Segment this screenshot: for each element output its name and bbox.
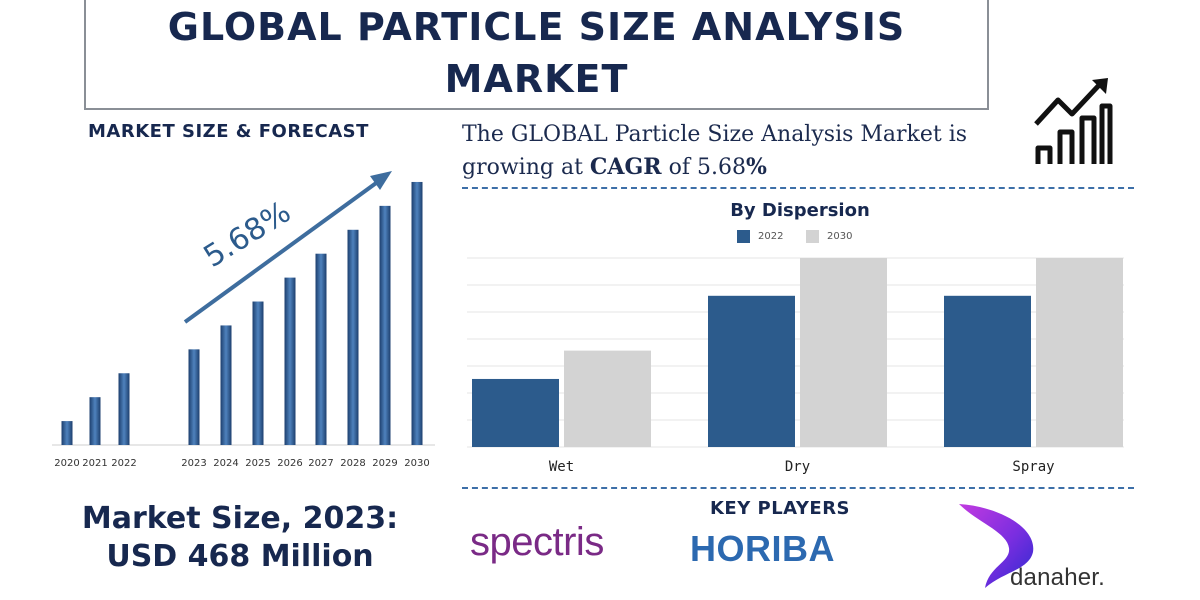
spectris-logo: spectris <box>470 520 604 564</box>
title-box: GLOBAL PARTICLE SIZE ANALYSIS MARKET <box>84 0 989 110</box>
forecast-bar-2021 <box>89 397 101 445</box>
divider-bottom <box>462 487 1134 489</box>
dispersion-tick-spray: Spray <box>1012 459 1054 475</box>
forecast-tick-2026: 2026 <box>277 458 302 469</box>
dispersion-bar-wet-2022 <box>472 378 559 447</box>
danaher-logo-mark <box>959 504 1034 588</box>
forecast-tick-2029: 2029 <box>372 458 397 469</box>
forecast-bar-2025 <box>252 301 264 445</box>
growth-arrow-head <box>370 171 392 190</box>
growth-arrow <box>183 176 385 324</box>
growth-text-pct: % <box>745 154 767 180</box>
dispersion-tick-dry: Dry <box>785 459 810 475</box>
dispersion-chart-title: By Dispersion <box>730 200 870 221</box>
dispersion-bar-spray-2030 <box>1036 258 1123 447</box>
cagr-annotation: 5.68% <box>198 195 297 275</box>
key-players-heading: KEY PLAYERS <box>709 498 851 519</box>
dispersion-bar-dry-2030 <box>800 258 887 447</box>
forecast-tick-2030: 2030 <box>404 458 429 469</box>
legend-2030: 2030 <box>806 230 852 243</box>
legend-swatch-2022 <box>737 230 750 243</box>
growth-statement: The GLOBAL Particle Size Analysis Market… <box>462 119 1022 184</box>
growth-chart-icon <box>1034 78 1113 164</box>
danaher-logo: danaher. <box>1010 564 1106 591</box>
forecast-bar-2029 <box>379 205 391 445</box>
divider-top <box>462 187 1134 189</box>
forecast-tick-2022: 2022 <box>111 458 136 469</box>
forecast-bar-2027 <box>315 253 327 445</box>
forecast-tick-2023: 2023 <box>181 458 206 469</box>
growth-text-of: of 5.68 <box>661 155 746 180</box>
forecast-tick-2024: 2024 <box>213 458 238 469</box>
legend-swatch-2030 <box>806 230 819 243</box>
dispersion-bar-spray-2022 <box>944 295 1031 447</box>
growth-text-prefix: The GLOBAL Particle Size Analysis Market… <box>462 122 968 180</box>
legend-label-2030: 2030 <box>827 231 853 242</box>
forecast-bar-2030 <box>411 181 423 445</box>
dispersion-bar-dry-2022 <box>708 295 795 447</box>
growth-text-cagr: CAGR <box>589 154 662 180</box>
forecast-tick-2027: 2027 <box>308 458 333 469</box>
legend-2022: 2022 <box>737 230 783 243</box>
forecast-tick-2028: 2028 <box>340 458 365 469</box>
page-title: GLOBAL PARTICLE SIZE ANALYSIS MARKET <box>167 5 906 101</box>
market-size-callout: Market Size, 2023: USD 468 Million <box>40 500 440 576</box>
market-size-forecast-heading: MARKET SIZE & FORECAST <box>88 121 369 142</box>
forecast-bar-2022 <box>118 373 130 445</box>
forecast-tick-2020: 2020 <box>54 458 79 469</box>
horiba-logo: HORIBA <box>690 528 835 569</box>
market-size-line1: Market Size, 2023: <box>81 501 399 536</box>
dispersion-tick-wet: Wet <box>549 459 574 475</box>
forecast-bar-2028 <box>347 229 359 445</box>
forecast-bar-2023 <box>188 349 200 445</box>
dispersion-bar-wet-2030 <box>564 350 651 447</box>
forecast-tick-2025: 2025 <box>245 458 270 469</box>
forecast-bar-chart: 2020 2021 2022 2023 2024 2025 2026 2027 2028 2029… <box>52 171 435 469</box>
forecast-bar-2024 <box>220 325 232 445</box>
dispersion-bar-chart: Wet Dry Spray <box>467 257 1124 475</box>
forecast-bar-2026 <box>284 277 296 445</box>
forecast-tick-2021: 2021 <box>82 458 107 469</box>
legend-label-2022: 2022 <box>758 231 784 242</box>
market-size-line2: USD 468 Million <box>106 539 374 574</box>
forecast-bar-2020 <box>61 421 73 445</box>
